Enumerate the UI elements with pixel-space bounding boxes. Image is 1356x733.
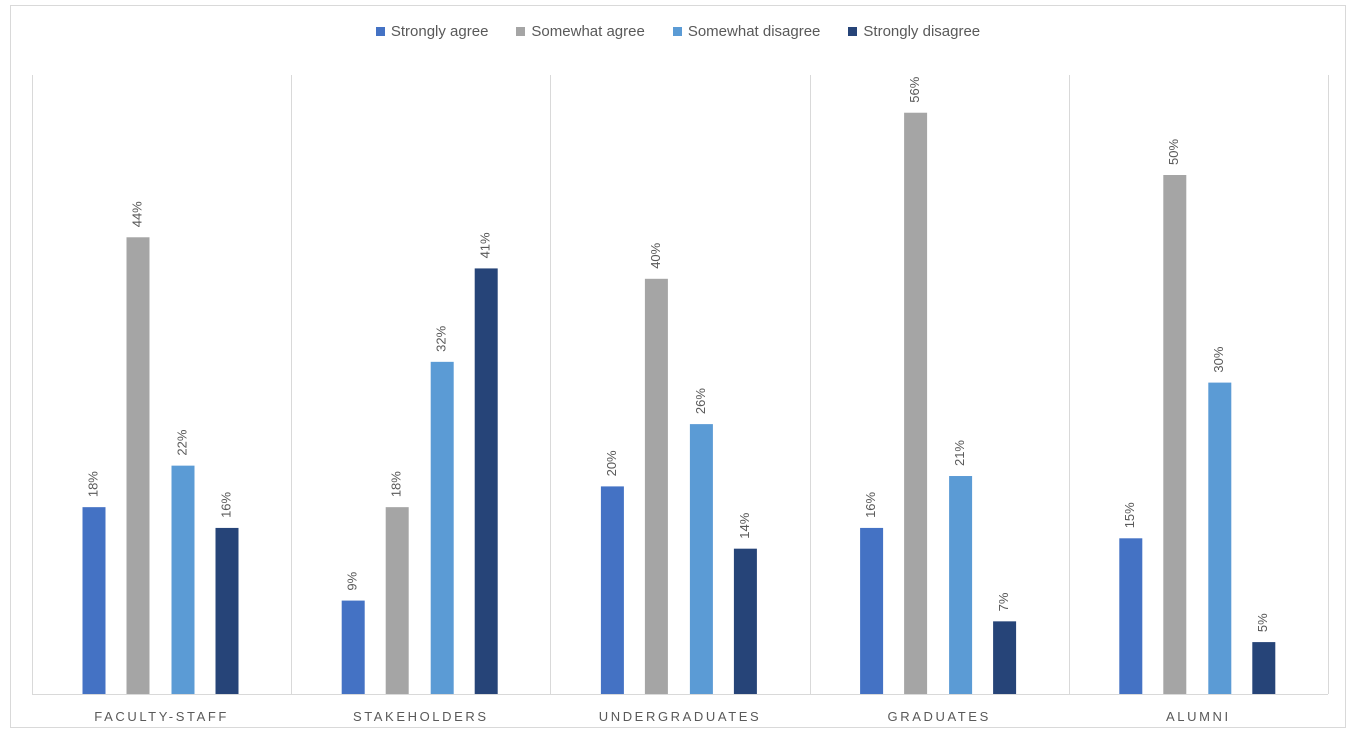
legend-label: Somewhat disagree	[687, 23, 821, 40]
category-label: ALUMNI	[1166, 709, 1231, 724]
data-label: 18%	[389, 471, 404, 497]
data-label: 41%	[478, 232, 493, 258]
data-label: 7%	[996, 592, 1011, 611]
legend-label: Somewhat agree	[531, 23, 645, 40]
data-label: 44%	[129, 201, 144, 227]
legend-swatch	[848, 27, 858, 36]
category-label: STAKEHOLDERS	[353, 709, 489, 724]
data-label: 32%	[434, 325, 449, 351]
bar	[904, 112, 928, 695]
data-label: 16%	[218, 491, 233, 517]
chart-legend: Strongly agree Somewhat agree Somewhat dis…	[0, 23, 1356, 40]
bar	[385, 507, 409, 694]
data-label: 5%	[1255, 613, 1270, 632]
bar	[1163, 175, 1187, 694]
category-label: UNDERGRADUATES	[599, 709, 762, 724]
bar	[860, 527, 884, 694]
data-label: 18%	[85, 471, 100, 497]
bar	[1252, 642, 1276, 694]
data-label: 16%	[863, 491, 878, 517]
data-label: 9%	[345, 571, 360, 590]
bar	[430, 361, 454, 694]
data-label: 30%	[1211, 346, 1226, 372]
legend-swatch	[672, 27, 682, 36]
data-label: 14%	[737, 512, 752, 538]
bar	[733, 548, 757, 694]
bar	[82, 507, 106, 694]
legend-swatch	[516, 27, 526, 36]
bar	[171, 465, 195, 694]
data-label: 21%	[952, 440, 967, 466]
bar	[126, 237, 150, 694]
bar	[215, 527, 239, 694]
legend-label: Strongly agree	[390, 23, 489, 40]
legend-item: Strongly agree	[375, 23, 489, 40]
legend-label: Strongly disagree	[863, 23, 981, 40]
data-label: 56%	[907, 76, 922, 102]
bar	[1208, 382, 1232, 694]
data-label: 26%	[693, 388, 708, 414]
bar	[689, 424, 713, 694]
bar	[600, 486, 624, 694]
bar	[1119, 538, 1143, 694]
bar	[474, 268, 498, 694]
bar	[993, 621, 1017, 694]
bar	[949, 476, 973, 694]
data-label: 40%	[648, 242, 663, 268]
legend-item: Somewhat agree	[516, 23, 645, 40]
data-label: 20%	[604, 450, 619, 476]
legend-swatch	[375, 27, 385, 36]
bar	[341, 600, 365, 694]
category-label: GRADUATES	[888, 709, 991, 724]
data-label: 22%	[174, 429, 189, 455]
bar	[644, 278, 668, 694]
legend-item: Somewhat disagree	[672, 23, 821, 40]
category-label: FACULTY-STAFF	[94, 709, 229, 724]
legend-item: Strongly disagree	[848, 23, 980, 40]
data-label: 15%	[1122, 502, 1137, 528]
data-label: 50%	[1166, 139, 1181, 165]
